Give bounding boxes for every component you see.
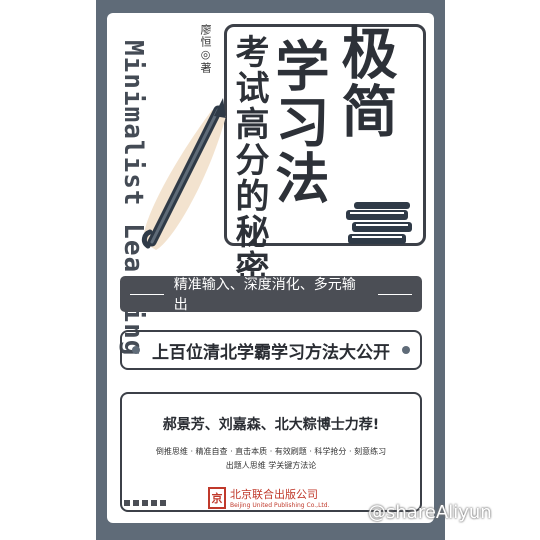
book-stack-icon (346, 202, 412, 244)
recommendation-panel: 郝景芳、刘嘉森、北大粽博士力荐! 倒推思维 · 精准自查 · 直击本质 · 有效… (120, 392, 422, 512)
publisher-name-cn: 北京联合出版公司 (230, 488, 318, 501)
publisher-name-en: Beijing United Publishing Co.,Ltd. (230, 502, 330, 509)
divider (130, 293, 164, 295)
pencil-illustration-icon (141, 98, 226, 250)
slogan-banner: 精准输入、深度消化、多元输出 (120, 276, 422, 313)
subtitle: 考试高分的秘密 (229, 34, 269, 286)
slogan-text: 精准输入、深度消化、多元输出 (173, 277, 356, 313)
watermark: @shareAliyun (368, 502, 492, 523)
recommenders-text: 郝景芳、刘嘉森、北大粽博士力荐! (162, 417, 380, 433)
decor-square-icon (160, 500, 166, 506)
divider (378, 293, 413, 295)
reveal-banner: 上百位清北学霸学习方法大公开 (120, 330, 422, 370)
author-credit: 廖恒◎著 (199, 24, 212, 74)
decor-square-icon (142, 500, 148, 506)
method-line-1: 倒推思维 · 精准自查 · 直击本质 · 有效刷题 · 科学抢分 · 刻意练习 (155, 447, 387, 456)
publisher-logo-icon: 京 (208, 486, 226, 509)
decor-square-icon (133, 500, 139, 506)
method-line-2: 出题人思维 学关键方法论 (225, 461, 317, 470)
publisher-mark: 京 北京联合出版公司 Beijing United Publishing Co.… (208, 486, 330, 509)
bullet-dot-icon (132, 346, 140, 354)
title-line-2: 学习法 (266, 38, 329, 206)
reveal-text: 上百位清北学霸学习方法大公开 (152, 342, 390, 363)
decor-square-icon (124, 500, 130, 506)
title-line-1: 极简 (332, 24, 397, 140)
bullet-dot-icon (402, 346, 410, 354)
decor-square-icon (151, 500, 157, 506)
